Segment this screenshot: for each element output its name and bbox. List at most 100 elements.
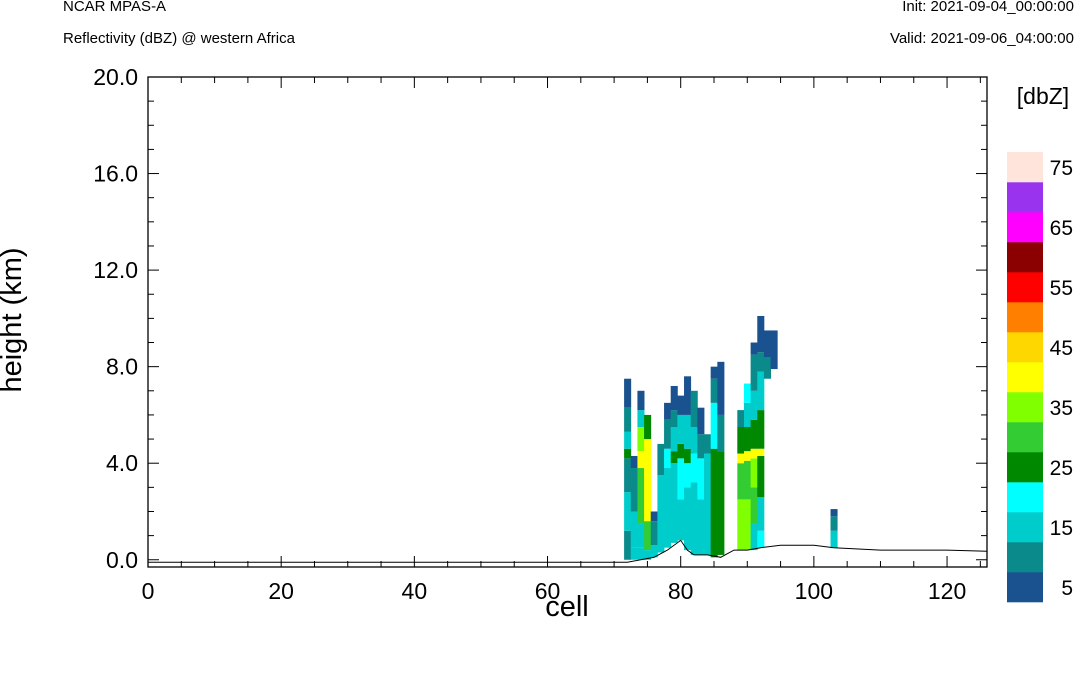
reflectivity-cell: [624, 407, 632, 432]
reflectivity-cell: [650, 511, 658, 522]
y-axis-label: height (km): [0, 247, 28, 392]
reflectivity-cell: [757, 448, 765, 456]
reflectivity-cell: [670, 427, 678, 452]
reflectivity-cell: [624, 530, 632, 560]
colorbar-label: 5: [1061, 577, 1073, 600]
x-tick-label: 0: [142, 578, 155, 604]
colorbar-swatch: [1007, 362, 1043, 393]
y-tick-label: 20.0: [93, 64, 138, 90]
model-title: NCAR MPAS-A: [63, 0, 167, 15]
reflectivity-cell: [637, 390, 645, 411]
reflectivity-cell: [710, 402, 718, 449]
reflectivity-cell: [717, 361, 725, 415]
reflectivity-cell: [690, 482, 698, 555]
reflectivity-cell: [664, 448, 672, 469]
reflectivity-cell: [650, 521, 658, 546]
reflectivity-cell: [750, 342, 758, 355]
reflectivity-cell: [624, 492, 632, 531]
reflectivity-cell: [763, 330, 771, 357]
reflectivity-cell: [690, 390, 698, 427]
reflectivity-cell: [750, 354, 758, 391]
colorbar-swatch: [1007, 182, 1043, 213]
init-time: Init: 2021-09-04_00:00:00: [902, 0, 1074, 15]
plot-frame: [147, 76, 988, 568]
y-tick-label: 8.0: [106, 354, 138, 380]
reflectivity-cell: [624, 431, 632, 449]
reflectivity-cell: [637, 547, 645, 560]
reflectivity-cell: [684, 487, 692, 551]
colorbar-swatch: [1007, 242, 1043, 273]
reflectivity-cell: [704, 434, 712, 454]
x-axis-label: cell: [545, 591, 589, 623]
reflectivity-cell: [684, 414, 692, 449]
colorbar-swatch: [1007, 422, 1043, 453]
colorbar-labels: 5 15 25 35 45 55 65 75: [1050, 157, 1073, 600]
colorbar-label: 55: [1050, 277, 1073, 300]
reflectivity-cell: [664, 419, 672, 449]
reflectivity-cell: [757, 455, 765, 497]
reflectivity-cell: [757, 352, 765, 372]
reflectivity-cell: [717, 451, 725, 555]
x-tick-label: 60: [535, 578, 561, 604]
reflectivity-cell: [697, 407, 705, 435]
reflectivity-cell: [670, 463, 678, 543]
reflectivity-cell: [743, 460, 752, 500]
reflectivity-cell: [743, 451, 752, 461]
reflectivity-cell: [737, 427, 745, 454]
colorbar-swatch: [1007, 452, 1043, 483]
reflectivity-cell: [750, 523, 758, 551]
colorbar-swatch: [1007, 272, 1043, 303]
colorbar-swatch: [1007, 572, 1043, 603]
reflectivity-cell: [830, 530, 838, 548]
reflectivity-cell: [710, 378, 718, 403]
y-tick-label: 0.0: [106, 547, 138, 573]
reflectivity-cell: [670, 451, 678, 464]
reflectivity-cell: [624, 448, 632, 459]
reflectivity-cell: [637, 427, 645, 452]
reflectivity-cell: [750, 487, 758, 524]
reflectivity-cell: [697, 499, 705, 555]
reflectivity-cell: [830, 516, 838, 531]
reflectivity-cell: [650, 545, 658, 558]
colorbar-label: 15: [1050, 517, 1073, 540]
colorbar-label: 25: [1050, 457, 1073, 480]
reflectivity-cell: [664, 468, 672, 548]
reflectivity-cell: [690, 427, 698, 454]
colorbar-label: 65: [1050, 217, 1073, 240]
reflectivity-cell: [664, 402, 672, 420]
x-tick-label: 40: [402, 578, 428, 604]
reflectivity-cell: [710, 366, 718, 379]
reflectivity-cell: [710, 448, 718, 558]
reflectivity-cell: [750, 448, 758, 459]
reflectivity-cell: [644, 521, 652, 551]
reflectivity-cell: [757, 530, 765, 548]
reflectivity-cell: [757, 315, 765, 353]
reflectivity-cell: [630, 468, 638, 512]
colorbar-swatch: [1007, 212, 1043, 243]
colorbar-swatch: [1007, 512, 1043, 543]
y-tick-labels: 0.0 4.0 8.0 12.0 16.0 20.0: [93, 64, 138, 573]
reflectivity-cell: [670, 410, 678, 427]
reflectivity-cell: [830, 509, 838, 517]
reflectivity-cell: [644, 439, 652, 522]
x-tick-labels: 0 20 40 60 80 100 120: [142, 578, 967, 604]
reflectivity-cell: [737, 410, 745, 427]
colorbar-label: 45: [1050, 337, 1073, 360]
reflectivity-cell: [763, 357, 771, 379]
colorbar-title: [dbZ]: [1017, 83, 1069, 109]
reflectivity-cell: [624, 378, 632, 408]
terrain-line: [148, 539, 988, 563]
x-tick-label: 80: [668, 578, 694, 604]
reflectivity-cell: [690, 453, 698, 483]
reflectivity-cell: [743, 383, 752, 403]
reflectivity-cell: [697, 458, 705, 500]
reflectivity-cell: [750, 390, 758, 420]
reflectivity-cell: [644, 550, 652, 560]
reflectivity-cell: [697, 434, 705, 459]
colorbar-swatch: [1007, 542, 1043, 573]
x-tick-label: 120: [928, 578, 966, 604]
colorbar-swatch: [1007, 152, 1043, 183]
reflectivity-cell: [757, 497, 765, 531]
x-tick-label: 100: [795, 578, 833, 604]
